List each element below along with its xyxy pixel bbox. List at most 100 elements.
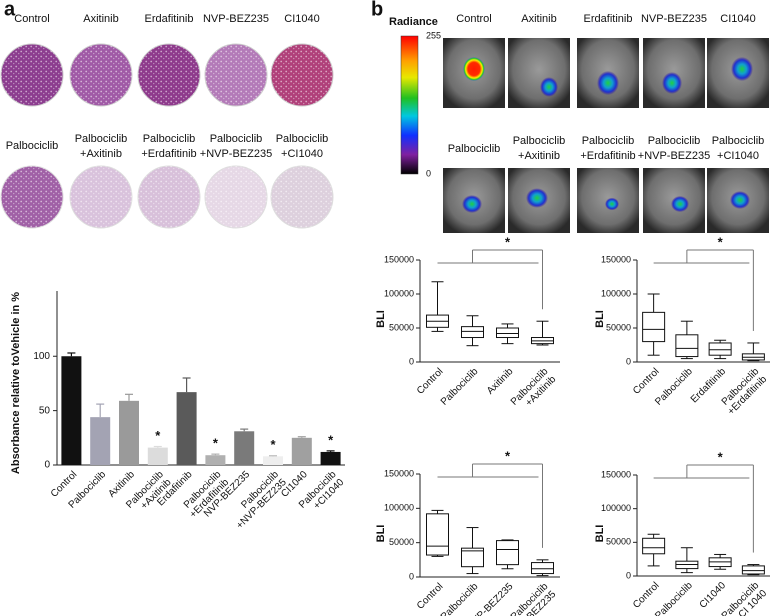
label: NVP-BEZ235: [641, 13, 707, 25]
x-tick-label: Palbociclib: [439, 581, 481, 616]
y-tick-label: 0: [409, 356, 414, 366]
bar: [205, 455, 226, 465]
y-tick-label: 0: [409, 571, 414, 581]
x-tick-label: Palbociclib+CI 1040: [720, 580, 770, 616]
label: +NVP-BEZ235: [638, 150, 710, 162]
x-tick-label: Axitinib: [485, 366, 516, 397]
y-tick-label: 0: [626, 570, 631, 580]
label: NVP-BEZ235: [203, 13, 269, 25]
significance: *: [505, 234, 511, 249]
plate-texture: [205, 166, 267, 228]
plate-texture: [205, 44, 267, 106]
significance: *: [328, 432, 334, 447]
label: +Axitinib: [518, 150, 560, 162]
y-axis-label: BLI: [375, 310, 387, 328]
y-tick-label: 100: [33, 351, 50, 362]
label: +CI1040: [281, 148, 323, 160]
plate-texture: [70, 166, 132, 228]
bli-signal: [730, 191, 750, 209]
bar: [234, 431, 255, 465]
bar: [263, 456, 283, 465]
x-tick-label-line: CI1040: [698, 580, 729, 611]
bli-signal: [662, 72, 682, 94]
y-tick-label: 0: [44, 460, 50, 471]
label: +Erdafitinib: [580, 150, 635, 162]
y-tick-label: 150000: [384, 468, 414, 478]
bar: [320, 451, 341, 465]
x-tick-label-line: Control: [631, 366, 662, 397]
x-tick-label: Control: [415, 366, 446, 397]
box: [642, 537, 666, 555]
label: Control: [14, 13, 49, 25]
bli-signal: [526, 188, 548, 208]
y-tick-label: 100000: [384, 503, 414, 513]
label: Axitinib: [83, 13, 118, 25]
label: Control: [456, 13, 491, 25]
x-tick-label: Palbociclib: [653, 580, 695, 616]
label: CI1040: [284, 13, 319, 25]
bar: [291, 437, 312, 465]
significance: *: [213, 436, 219, 451]
plate-texture: [1, 44, 63, 106]
colorbar: [400, 35, 419, 175]
y-tick-label: 150000: [601, 469, 631, 479]
panel-label: b: [371, 0, 383, 20]
x-tick-label-line: Palbociclib: [439, 366, 481, 408]
plate-texture: [271, 166, 333, 228]
label: +Erdafitinib: [141, 148, 196, 160]
y-tick-label: 0: [626, 356, 631, 366]
x-tick-label-line: Control: [415, 366, 446, 397]
box: [461, 326, 484, 339]
y-tick-label: 50: [39, 405, 51, 416]
y-tick-label: 50000: [389, 537, 414, 547]
x-tick-label: Palbociclib: [439, 366, 481, 408]
bli-signal: [463, 56, 485, 82]
bli-image: [508, 38, 570, 108]
plate-texture: [138, 44, 200, 106]
significance: *: [505, 448, 511, 463]
label: Palbociclib: [582, 135, 635, 147]
panel-label: a: [4, 0, 16, 20]
y-axis-label: BLI: [594, 525, 606, 543]
plate-texture: [138, 166, 200, 228]
colorbar-title: Radiance: [389, 16, 438, 28]
box: [741, 565, 765, 575]
label: Palbociclib: [210, 133, 263, 145]
label: Palbociclib: [648, 135, 701, 147]
plate-texture: [70, 44, 132, 106]
y-axis-label: BLI: [375, 525, 387, 543]
label: Palbociclib: [448, 143, 501, 155]
bar: [176, 392, 197, 465]
colorbar-tick-label: 255: [426, 30, 441, 40]
colorbar-tick-label: 0: [426, 168, 431, 178]
label: Erdafitinib: [145, 13, 194, 25]
label: +CI1040: [717, 150, 759, 162]
significance: *: [718, 449, 724, 464]
y-tick-label: 100000: [601, 288, 631, 298]
label: Axitinib: [521, 13, 556, 25]
label: +Axitinib: [80, 148, 122, 160]
significance: *: [155, 428, 161, 443]
x-tick-label-line: Palbociclib: [439, 581, 481, 616]
x-tick-label-line: Control: [631, 580, 662, 611]
x-tick-label-line: Axitinib: [485, 366, 516, 397]
x-tick-label: CI1040: [698, 580, 729, 611]
bli-signal: [671, 195, 689, 213]
bar: [147, 447, 168, 465]
x-tick-label: Control: [415, 581, 446, 612]
x-tick-label-line: Palbociclib: [653, 580, 695, 616]
box: [426, 513, 449, 556]
bar: [90, 417, 111, 465]
significance: *: [718, 234, 724, 249]
bli-signal: [731, 56, 753, 82]
bli-signal: [605, 197, 619, 211]
label: Palbociclib: [712, 135, 765, 147]
label: Palbociclib: [276, 133, 329, 145]
box: [496, 327, 519, 339]
y-tick-label: 150000: [601, 254, 631, 264]
x-tick-label-line: Control: [415, 581, 446, 612]
y-tick-label: 150000: [384, 254, 414, 264]
box: [675, 334, 699, 358]
x-tick-label: Control: [631, 580, 662, 611]
label: Palbociclib: [513, 135, 566, 147]
